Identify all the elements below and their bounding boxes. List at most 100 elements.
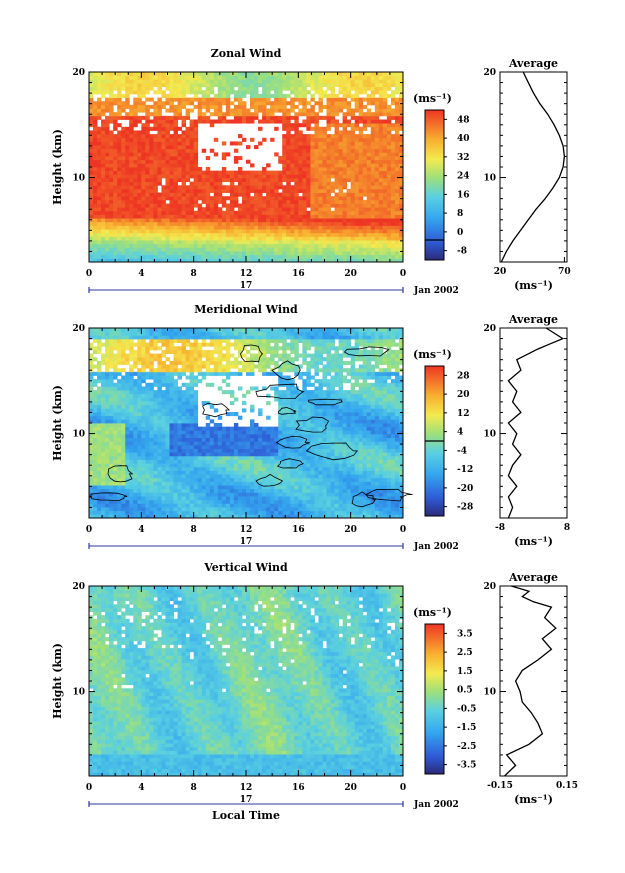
heatmap-cell bbox=[149, 470, 154, 475]
heatmap-cell bbox=[233, 243, 239, 248]
heatmap-cell bbox=[125, 137, 130, 142]
heatmap-cell bbox=[177, 174, 182, 179]
heatmap-cell bbox=[314, 170, 319, 175]
heatmap-cell bbox=[169, 441, 174, 446]
heatmap-cell bbox=[189, 199, 195, 204]
heatmap-cell bbox=[93, 104, 98, 109]
heatmap-cell bbox=[229, 177, 235, 183]
heatmap-cell bbox=[149, 240, 154, 245]
heatmap-cell bbox=[109, 188, 114, 193]
heatmap-cell bbox=[181, 338, 187, 344]
heatmap-cell bbox=[165, 145, 170, 150]
heatmap-cell bbox=[290, 104, 295, 109]
heatmap-cell bbox=[350, 123, 356, 128]
heatmap-cell bbox=[177, 221, 182, 226]
heatmap-cell bbox=[165, 240, 170, 245]
heatmap-cell bbox=[149, 474, 154, 479]
heatmap-cell bbox=[153, 507, 158, 512]
heatmap-cell bbox=[137, 349, 142, 354]
heatmap-cell bbox=[125, 485, 130, 490]
heatmap-cell bbox=[101, 130, 106, 135]
heatmap-cell bbox=[362, 247, 368, 252]
heatmap-cell bbox=[302, 174, 307, 179]
heatmap-cell bbox=[145, 364, 150, 369]
heatmap-cell bbox=[358, 97, 364, 102]
heatmap-cell bbox=[225, 93, 231, 98]
heatmap-cell bbox=[254, 185, 259, 190]
heatmap-cell bbox=[109, 152, 114, 157]
heatmap-cell bbox=[362, 243, 368, 248]
heatmap-cell bbox=[382, 156, 388, 161]
heatmap-cell bbox=[282, 254, 287, 259]
heatmap-cell bbox=[145, 137, 150, 142]
heatmap-cell bbox=[229, 221, 235, 226]
heatmap-cell bbox=[378, 119, 384, 124]
heatmap-cell bbox=[89, 141, 94, 146]
heatmap-cell bbox=[310, 240, 315, 245]
heatmap-cell bbox=[97, 430, 102, 435]
heatmap-cell bbox=[370, 130, 376, 135]
heatmap-cell bbox=[93, 247, 98, 252]
heatmap-cell bbox=[97, 441, 102, 446]
heatmap-cell bbox=[209, 232, 215, 237]
heatmap-cell bbox=[354, 225, 360, 230]
heatmap-cell bbox=[145, 112, 150, 117]
heatmap-cell bbox=[181, 342, 187, 347]
heatmap-cell bbox=[306, 251, 311, 256]
heatmap-cell bbox=[153, 104, 158, 109]
heatmap-cell bbox=[121, 247, 126, 252]
heatmap-cell bbox=[105, 455, 110, 460]
heatmap-cell bbox=[133, 481, 138, 486]
heatmap-cell bbox=[386, 203, 392, 208]
heatmap-cell bbox=[394, 79, 400, 84]
heatmap-cell bbox=[101, 357, 106, 362]
heatmap-cell bbox=[374, 199, 380, 204]
heatmap-cell bbox=[173, 232, 178, 237]
heatmap-cell bbox=[177, 415, 182, 420]
heatmap-cell bbox=[378, 229, 384, 234]
heatmap-cell bbox=[121, 444, 126, 449]
heatmap-cell bbox=[169, 430, 174, 435]
heatmap-cell bbox=[286, 148, 291, 153]
heatmap-cell bbox=[310, 163, 315, 168]
heatmap-cell bbox=[141, 152, 146, 157]
heatmap-cell bbox=[105, 214, 110, 219]
heatmap-cell bbox=[177, 496, 182, 501]
heatmap-cell bbox=[258, 101, 263, 106]
heatmap-cell bbox=[262, 119, 267, 124]
heatmap-cell bbox=[342, 152, 348, 157]
heatmap-cell bbox=[181, 229, 187, 234]
heatmap-cell bbox=[117, 507, 122, 512]
heatmap-cell bbox=[237, 86, 243, 91]
heatmap-cell bbox=[97, 448, 102, 453]
heatmap-cell bbox=[89, 258, 94, 263]
heatmap-cell bbox=[133, 203, 138, 208]
profile-title: Average bbox=[508, 57, 558, 70]
heatmap-cell bbox=[302, 72, 307, 77]
heatmap-cell bbox=[394, 185, 400, 190]
heatmap-cell bbox=[294, 167, 299, 172]
heatmap-cell bbox=[165, 404, 170, 409]
heatmap-cell bbox=[153, 503, 158, 508]
heatmap-cell bbox=[165, 492, 170, 497]
heatmap-cell bbox=[153, 353, 158, 358]
heatmap-cell bbox=[101, 419, 106, 424]
heatmap-cell bbox=[330, 181, 335, 186]
heatmap-cell bbox=[101, 492, 106, 497]
heatmap-cell bbox=[101, 123, 106, 128]
heatmap-cell bbox=[250, 251, 255, 256]
heatmap-cell bbox=[145, 108, 150, 113]
heatmap-cell bbox=[121, 126, 126, 131]
heatmap-cell bbox=[318, 170, 323, 175]
heatmap-cell bbox=[97, 185, 102, 190]
heatmap-cell bbox=[193, 93, 199, 98]
heatmap-cell bbox=[362, 119, 368, 124]
heatmap-cell bbox=[97, 328, 102, 333]
heatmap-cell bbox=[141, 196, 146, 201]
heatmap-cell bbox=[153, 437, 158, 442]
heatmap-cell bbox=[113, 488, 118, 493]
heatmap-cell bbox=[254, 82, 259, 88]
heatmap-cell bbox=[157, 214, 162, 219]
heatmap-cell bbox=[278, 232, 283, 237]
heatmap-cell bbox=[358, 251, 364, 256]
